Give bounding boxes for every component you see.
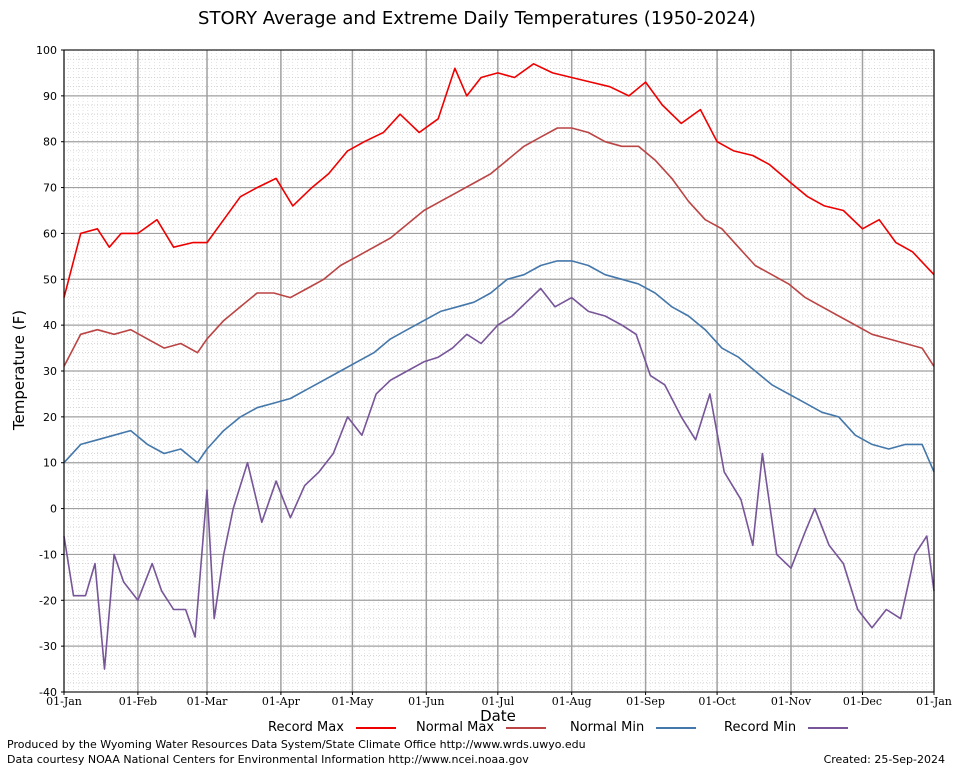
axes: -40 -30 -20 -10 0 10 20 30 40 50 60 70 80 90 100 01-Jan… — [36, 44, 952, 708]
series-line-record-min — [63, 287, 935, 670]
y-tick-label: 30 — [43, 365, 57, 378]
legend-item-normal-max: Normal Max — [416, 720, 547, 735]
y-tick-label: -10 — [39, 548, 57, 561]
legend-label: Normal Min — [570, 720, 645, 735]
series-line-normal-max — [63, 127, 935, 367]
y-tick-label: 10 — [43, 457, 57, 470]
x-tick-label: 01-May — [332, 695, 375, 708]
y-tick-label: 70 — [43, 182, 57, 195]
y-tick-label: 80 — [43, 136, 57, 149]
legend-item-normal-min: Normal Min — [570, 720, 697, 735]
x-tick-label: 01-Mar — [187, 695, 229, 708]
x-axis-label: Date — [480, 707, 516, 725]
y-tick-label: -40 — [39, 686, 57, 699]
x-tick-label: 01-Nov — [771, 695, 812, 708]
chart-title: STORY Average and Extreme Daily Temperat… — [198, 8, 756, 29]
y-tick-label: 60 — [43, 227, 57, 240]
y-tick-label: 100 — [36, 44, 57, 57]
x-tick-label: 01-Apr — [262, 695, 301, 708]
x-tick-label: 01-Feb — [119, 695, 157, 708]
legend-swatch — [656, 726, 697, 729]
x-tick-label: 01-Jan — [916, 695, 952, 708]
legend-item-record-max: Record Max — [268, 720, 396, 735]
legend-label: Record Min — [724, 720, 797, 735]
x-tick-label: 01-Jul — [481, 695, 514, 708]
x-tick-label: 01-Oct — [698, 695, 736, 708]
x-tick-label: 01-Aug — [552, 695, 592, 708]
legend-swatch — [808, 726, 849, 729]
grid — [63, 49, 935, 693]
legend-swatch — [506, 726, 547, 729]
y-tick-label: 90 — [43, 90, 57, 103]
legend-item-record-min: Record Min — [724, 720, 849, 735]
legend-label: Normal Max — [416, 720, 495, 735]
y-tick-label: 40 — [43, 319, 57, 332]
y-tick-label: -30 — [39, 640, 57, 653]
series-line-record-max — [63, 62, 935, 298]
footer-produced-by: Produced by the Wyoming Water Resources … — [7, 738, 586, 751]
x-tick-label: 01-Sep — [626, 695, 665, 708]
y-tick-label: 0 — [50, 503, 57, 516]
y-tick-label: -20 — [39, 594, 57, 607]
footer-data-courtesy: Data courtesy NOAA National Centers for … — [7, 753, 529, 766]
x-tick-label: 01-Jan — [46, 695, 82, 708]
legend-swatch — [355, 726, 396, 729]
x-tick-label: 01-Dec — [843, 695, 882, 708]
x-tick-label: 01-Jun — [408, 695, 444, 708]
y-tick-label: 50 — [43, 273, 57, 286]
series-line-normal-min — [63, 260, 935, 473]
y-tick-label: 20 — [43, 411, 57, 424]
footer-created-date: Created: 25-Sep-2024 — [823, 753, 945, 766]
legend-label: Record Max — [268, 720, 344, 735]
series-lines — [63, 62, 935, 670]
y-axis-label: Temperature (F) — [10, 310, 28, 431]
